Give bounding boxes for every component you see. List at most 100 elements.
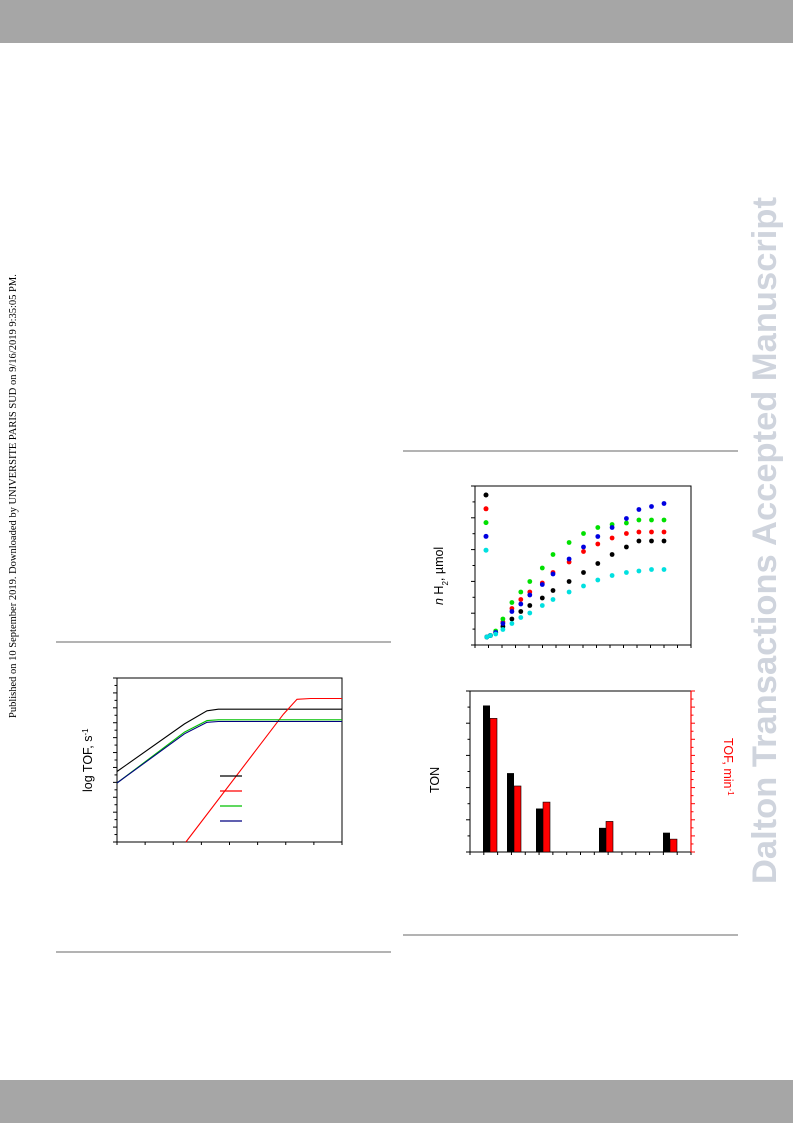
chart1-ylabel-text: log TOF, s	[81, 735, 95, 792]
chart2-point-series-4	[566, 589, 572, 595]
chart3-tof-bar-1	[513, 785, 522, 853]
chart2-point-series-4	[527, 610, 533, 616]
chart2-point-series-4	[518, 615, 524, 620]
header-band	[0, 0, 793, 43]
hydrogen-evolution-chart: n H2, µmol	[432, 485, 692, 648]
chart2-point-series-2	[566, 540, 572, 545]
chart2-point-series-4	[661, 567, 667, 572]
chart2-point-series-4	[484, 634, 490, 640]
chart3-tof-bar-4	[669, 838, 678, 853]
chart2-ylabel-sub: 2	[441, 581, 450, 586]
chart2-point-series-0	[581, 570, 586, 575]
chart2-point-series-1	[636, 529, 642, 535]
figure-rule-bottom-right	[403, 934, 738, 936]
figure-rule-top-left	[56, 641, 391, 643]
chart2-point-series-0	[624, 544, 629, 550]
chart3-ton-bar-2	[536, 808, 543, 852]
chart2-point-series-1	[609, 535, 615, 541]
chart2-point-series-3	[581, 544, 586, 550]
chart2-point-series-2	[595, 525, 601, 530]
chart1-series-line-0	[116, 708, 342, 772]
chart1-frame	[116, 677, 343, 843]
chart2-point-series-3	[509, 609, 515, 614]
chart2-frame	[474, 485, 692, 646]
chart2-point-series-1	[661, 529, 667, 535]
chart1-series-line-2	[116, 719, 342, 784]
chart2-point-series-0	[595, 561, 601, 566]
chart2-point-series-2	[581, 531, 586, 536]
chart3-ylabel-right: TOF, min-1	[721, 738, 736, 796]
chart2-point-series-3	[566, 556, 572, 562]
chart2-point-series-4	[636, 568, 642, 574]
chart2-point-series-0	[609, 552, 615, 557]
chart2-point-series-4	[493, 631, 499, 637]
chart2-point-series-2	[661, 517, 667, 523]
chart2-point-series-2	[550, 552, 556, 557]
chart3-ylabel-right-text: TOF, min	[721, 738, 735, 789]
log-tof-chart: log TOF, s-1	[81, 677, 343, 845]
chart3-tof-bar-0	[489, 718, 498, 853]
chart2-point-series-2	[539, 565, 545, 571]
chart2-point-series-3	[518, 601, 524, 607]
chart2-ylabel-main: H	[432, 586, 446, 595]
chart2-point-series-3	[609, 525, 615, 530]
chart1-series-line-3	[116, 720, 342, 784]
chart2-point-series-0	[566, 579, 572, 584]
chart2-point-series-4	[595, 577, 601, 583]
chart2-ylabel-prefix: n	[432, 598, 446, 605]
chart2-point-series-2	[500, 616, 506, 622]
chart2-point-series-0	[649, 538, 654, 544]
chart2-point-series-3	[636, 507, 642, 512]
chart1-series-line-1	[185, 697, 342, 843]
chart2-point-series-1	[518, 597, 524, 602]
chart2-point-series-0	[527, 603, 533, 608]
chart2-point-series-0	[661, 538, 667, 544]
chart2-point-series-0	[518, 609, 524, 614]
chart2-point-series-4	[609, 573, 615, 578]
chart2-legend-marker-2	[483, 520, 489, 526]
chart2-point-series-1	[624, 531, 629, 536]
chart2-legend-marker-3	[483, 533, 489, 539]
chart2-point-series-2	[518, 589, 524, 595]
chart2-ylabel-unit: , µmol	[432, 547, 446, 581]
chart2-point-series-1	[649, 529, 654, 535]
chart3-ton-bar-0	[483, 705, 490, 852]
chart3-tof-bar-3	[605, 821, 614, 853]
chart2-point-series-4	[649, 567, 654, 572]
chart3-ton-bar-4	[663, 832, 670, 852]
chart2-point-series-2	[649, 517, 654, 523]
chart2-point-series-3	[550, 571, 556, 577]
figure-rule-top-right	[403, 450, 738, 452]
chart2-point-series-3	[649, 504, 654, 509]
chart2-point-series-3	[539, 582, 545, 587]
figure-rule-bottom-left	[56, 951, 391, 953]
chart2-point-series-4	[550, 597, 556, 602]
chart1-ylabel-sup: -1	[81, 728, 90, 736]
chart2-legend-marker-4	[483, 547, 489, 553]
chart2-point-series-0	[550, 588, 556, 593]
chart2-ylabel: n H2, µmol	[432, 547, 450, 605]
chart1-ylabel: log TOF, s-1	[81, 728, 96, 792]
chart3-tof-bar-2	[542, 801, 551, 853]
chart2-point-series-0	[539, 595, 545, 601]
chart2-point-series-3	[624, 516, 629, 521]
chart2-point-series-3	[595, 534, 601, 539]
ton-tof-bar-chart: TON TOF, min-1	[428, 690, 736, 855]
chart2-point-series-2	[624, 520, 629, 526]
chart2-point-series-3	[527, 592, 533, 598]
chart3-ton-bar-1	[507, 773, 514, 852]
chart2-legend-marker-0	[483, 492, 489, 498]
chart2-point-series-4	[509, 621, 515, 626]
chart2-point-series-2	[636, 517, 642, 523]
chart2-point-series-1	[595, 541, 601, 547]
chart2-point-series-2	[509, 600, 515, 605]
chart3-frame	[469, 690, 692, 853]
chart2-point-series-3	[661, 501, 667, 506]
chart2-point-series-0	[636, 538, 642, 544]
chart2-legend-marker-1	[483, 506, 489, 512]
chart3-ton-bar-3	[599, 827, 606, 852]
chart3-ylabel-right-sup: -1	[727, 788, 736, 796]
chart2-point-series-4	[500, 627, 506, 632]
footer-band	[0, 1080, 793, 1123]
